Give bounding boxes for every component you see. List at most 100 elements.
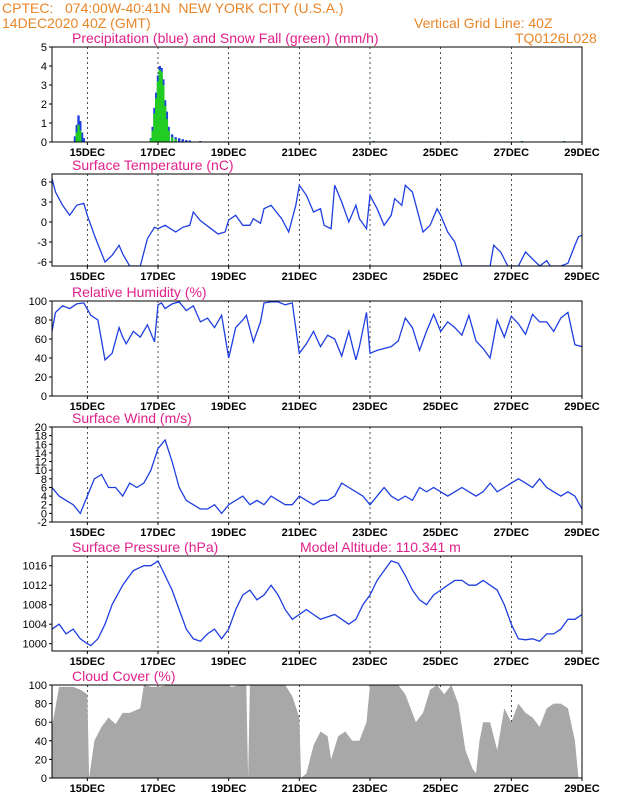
x-date-label-wind: 27DEC (494, 527, 530, 539)
y-tick-label-pressure: 1004 (23, 619, 47, 631)
panel-frame-temp (51, 173, 583, 267)
source-label: CPTEC: (2, 0, 54, 16)
x-date-label-cloud: 29DEC (564, 783, 600, 795)
panel-cloud: Cloud Cover (%) 0 20 40 60 80 100 15DEC 17DEC 19D… (29, 668, 600, 795)
y-tick-label-wind: 10 (35, 465, 47, 477)
x-date-label-rh: 29DEC (564, 401, 600, 413)
x-date-label-rh: 27DEC (494, 401, 530, 413)
bar-blue (188, 140, 191, 142)
x-date-label-rh: 21DEC (282, 401, 318, 413)
coordinates-label: 074:00W-40:41N (65, 0, 171, 16)
x-date-label-temp: 27DEC (494, 271, 530, 283)
bar-blue (80, 132, 84, 142)
y-tick-label-precip: 4 (41, 61, 47, 73)
x-date-label-temp: 23DEC (352, 271, 388, 283)
panel-pressure: Surface Pressure (hPa) Model Altitude: 11… (23, 539, 600, 668)
x-date-label-precip: 23DEC (352, 147, 388, 159)
panel-title-precip: Precipitation (blue) and Snow Fall (gree… (72, 30, 379, 46)
plot-area-temp (52, 178, 582, 266)
x-date-label-rh: 17DEC (140, 401, 176, 413)
plot-area-cloud (52, 685, 582, 778)
x-date-label-cloud: 25DEC (423, 783, 459, 795)
x-date-label-pressure: 27DEC (494, 656, 530, 668)
x-date-label-precip: 27DEC (494, 147, 530, 159)
y-tick-label-wind: 2 (41, 500, 47, 512)
plot-area-rh (52, 301, 582, 362)
bar-blue (73, 136, 77, 142)
y-tick-label-rh: 100 (29, 296, 47, 308)
grid-note-label: Vertical Grid Line: 40Z (414, 15, 553, 31)
y-tick-label-wind: 8 (41, 474, 47, 486)
x-date-label-temp: 25DEC (423, 271, 459, 283)
y-tick-label-wind: 14 (35, 448, 47, 460)
x-date-label-wind: 29DEC (564, 527, 600, 539)
x-date-label-pressure: 23DEC (352, 656, 388, 668)
x-date-label-rh: 19DEC (211, 401, 247, 413)
y-tick-label-wind: 4 (41, 491, 47, 503)
x-date-label-wind: 19DEC (211, 527, 247, 539)
y-tick-label-cloud: 60 (35, 717, 47, 729)
x-date-label-rh: 23DEC (352, 401, 388, 413)
y-tick-label-precip: 2 (41, 99, 47, 111)
bar-green (160, 71, 163, 142)
bar-green (151, 130, 154, 142)
y-tick-label-temp: -6 (37, 257, 47, 269)
y-tick-label-wind: 16 (35, 439, 47, 451)
y-tick-label-temp: 0 (41, 217, 47, 229)
model-code-label: TQ0126L028 (515, 30, 597, 46)
x-date-label-temp: 17DEC (140, 271, 176, 283)
bar-green (79, 130, 82, 142)
x-date-label-wind: 17DEC (140, 527, 176, 539)
panel-frame-precip (51, 46, 583, 143)
bar-blue (181, 139, 184, 142)
x-date-label-cloud: 17DEC (140, 783, 176, 795)
bar-blue (82, 138, 85, 142)
y-tick-label-wind: 12 (35, 457, 47, 469)
y-tick-label-wind: 6 (41, 482, 47, 494)
series-line-wind (52, 438, 582, 515)
y-tick-label-rh: 80 (35, 315, 47, 327)
x-date-label-cloud: 21DEC (282, 783, 318, 795)
y-tick-label-cloud: 20 (35, 754, 47, 766)
x-date-label-temp: 21DEC (282, 271, 318, 283)
y-tick-label-pressure: 1016 (23, 561, 47, 573)
x-date-label-wind: 21DEC (282, 527, 318, 539)
bar-green (162, 85, 165, 142)
y-tick-label-temp: -3 (37, 237, 47, 249)
y-tick-label-precip: 5 (41, 42, 47, 54)
panel-frame-rh (51, 300, 583, 397)
panel-title-wind: Surface Wind (m/s) (72, 410, 192, 426)
series-line-rh (52, 301, 582, 362)
y-tick-label-rh: 0 (41, 391, 47, 403)
bar-blue (185, 140, 188, 142)
x-date-label-pressure: 17DEC (140, 656, 176, 668)
x-date-label-cloud: 27DEC (494, 783, 530, 795)
x-date-label-cloud: 15DEC (70, 783, 106, 795)
y-tick-label-pressure: 1008 (23, 600, 47, 612)
bar-green (167, 130, 170, 142)
x-date-label-temp: 29DEC (564, 271, 600, 283)
bar-blue (178, 138, 181, 142)
x-date-label-wind: 23DEC (352, 527, 388, 539)
y-tick-label-pressure: 1000 (23, 639, 47, 651)
y-tick-label-wind: 20 (35, 422, 47, 434)
x-date-label-temp: 15DEC (70, 271, 106, 283)
x-date-label-pressure: 29DEC (564, 656, 600, 668)
x-date-label-rh: 15DEC (70, 401, 106, 413)
run-time-label: 14DEC2020 40Z (GMT) (2, 15, 151, 31)
series-line-temp (52, 178, 582, 266)
y-tick-label-precip: 3 (41, 80, 47, 92)
y-tick-label-rh: 40 (35, 353, 47, 365)
x-date-label-temp: 19DEC (211, 271, 247, 283)
location-label: NEW YORK CITY (U.S.A.) (178, 0, 344, 16)
y-tick-label-wind: 0 (41, 508, 47, 520)
x-date-label-wind: 15DEC (70, 527, 106, 539)
y-tick-label-pressure: 1012 (23, 580, 47, 592)
x-date-label-precip: 25DEC (423, 147, 459, 159)
y-tick-label-precip: 1 (41, 118, 47, 130)
y-tick-label-precip: 0 (41, 137, 47, 149)
panel-temp: Surface Temperature (nC) -6 -3 0 3 6 15DEC 17DE… (37, 157, 600, 283)
header-line-1: CPTEC: 074:00W-40:41N NEW YORK CITY (U.S… (2, 1, 344, 15)
x-date-label-wind: 25DEC (423, 527, 459, 539)
x-date-label-rh: 25DEC (423, 401, 459, 413)
